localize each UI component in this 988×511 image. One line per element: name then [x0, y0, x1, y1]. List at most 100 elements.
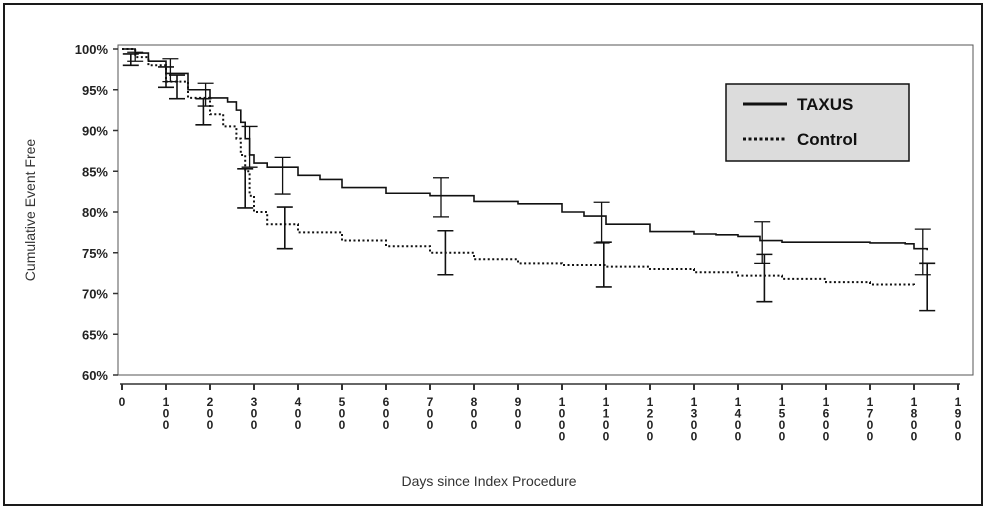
error-bar [754, 221, 771, 264]
x-tick-label-digit: 0 [911, 418, 918, 432]
error-bar [756, 253, 773, 303]
x-tick-label-digit: 0 [471, 418, 478, 432]
x-tick-label-digit: 0 [559, 418, 566, 432]
y-tick-label: 100% [75, 42, 109, 57]
x-tick-label-digit: 0 [823, 430, 830, 444]
x-tick-label-digit: 0 [163, 418, 170, 432]
x-tick-label-digit: 1 [823, 395, 830, 409]
y-tick-label: 90% [82, 124, 108, 139]
x-tick-label-digit: 0 [515, 407, 522, 421]
x-tick-label-digit: 0 [911, 430, 918, 444]
x-tick-label-digit: 0 [559, 430, 566, 444]
x-tick-label-digit: 0 [691, 418, 698, 432]
x-tick-label-digit: 1 [603, 407, 610, 421]
x-tick-label-digit: 0 [691, 430, 698, 444]
x-tick-label-digit: 0 [867, 418, 874, 432]
x-tick-label-digit: 0 [339, 407, 346, 421]
error-bar [162, 58, 179, 83]
error-bar [197, 82, 214, 107]
x-tick-label-digit: 1 [603, 395, 610, 409]
x-tick-label-digit: 0 [647, 430, 654, 444]
x-tick-label-digit: 0 [735, 418, 742, 432]
x-tick-label-digit: 0 [867, 430, 874, 444]
x-tick-label-digit: 0 [251, 407, 258, 421]
y-tick-label: 95% [82, 83, 108, 98]
x-tick-label-digit: 1 [735, 395, 742, 409]
x-tick-label-digit: 0 [383, 418, 390, 432]
x-tick-label-digit: 8 [471, 395, 478, 409]
legend-box [725, 83, 910, 162]
x-tick-label-digit: 0 [163, 407, 170, 421]
x-tick-label-digit: 0 [207, 407, 214, 421]
x-tick-label-digit: 8 [911, 407, 918, 421]
error-bar [237, 168, 254, 209]
error-bar [919, 262, 936, 312]
x-tick-label-digit: 1 [647, 395, 654, 409]
x-tick-label-digit: 1 [779, 395, 786, 409]
y-tick-label: 80% [82, 205, 108, 220]
y-tick-label: 70% [82, 287, 108, 302]
x-tick-label-digit: 1 [911, 395, 918, 409]
x-tick-label-digit: 0 [955, 430, 962, 444]
x-tick-label-digit: 3 [691, 407, 698, 421]
x-tick-label-digit: 1 [867, 395, 874, 409]
x-tick-label: 0 [119, 395, 126, 409]
error-bar [241, 125, 258, 168]
legend-label-taxus: TAXUS [797, 95, 853, 114]
error-bar [274, 156, 291, 195]
x-tick-label-digit: 0 [603, 418, 610, 432]
x-tick-label-digit: 4 [735, 407, 742, 421]
x-tick-label-digit: 0 [735, 430, 742, 444]
error-bar [437, 229, 454, 276]
x-tick-label-digit: 0 [427, 418, 434, 432]
x-tick-label-digit: 0 [559, 407, 566, 421]
series-line-taxus [122, 48, 928, 251]
error-bar [595, 241, 612, 288]
x-tick-label-digit: 0 [779, 418, 786, 432]
x-tick-label-digit: 1 [691, 395, 698, 409]
x-tick-label-digit: 0 [383, 407, 390, 421]
chart-frame: 60% 65% 70% 75% 80% 85% 90% 95% 100% 0 1 0 0 2 0 0 3 0 0 4 0… [3, 3, 983, 506]
x-tick-label-digit: 0 [955, 418, 962, 432]
x-tick-label-digit: 7 [427, 395, 434, 409]
x-tick-label-digit: 0 [295, 407, 302, 421]
series-line-control [122, 48, 915, 287]
x-tick-label-digit: 5 [339, 395, 346, 409]
survival-chart: 60%65%70%75%80%85%90%95%100%0 1 0 02 0 03 0 04 0… [22, 42, 974, 489]
x-tick-label-digit: 3 [251, 395, 258, 409]
error-bar [433, 177, 449, 218]
x-tick-label-digit: 0 [603, 430, 610, 444]
legend-label-control: Control [797, 130, 857, 149]
x-tick-label-digit: 2 [207, 395, 214, 409]
y-tick-label: 85% [82, 164, 108, 179]
y-axis-title: Cumulative Event Free [22, 139, 38, 282]
x-tick-label-digit: 7 [867, 407, 874, 421]
x-tick-label-digit: 0 [823, 418, 830, 432]
x-tick-label-digit: 5 [779, 407, 786, 421]
x-tick-label-digit: 4 [295, 395, 302, 409]
x-tick-label-digit: 0 [471, 407, 478, 421]
y-tick-label: 60% [82, 368, 108, 383]
y-tick-label: 65% [82, 327, 108, 342]
x-tick-label-digit: 1 [163, 395, 170, 409]
x-tick-label-digit: 0 [207, 418, 214, 432]
x-tick-label-digit: 0 [251, 418, 258, 432]
error-bar [593, 201, 610, 244]
x-tick-label-digit: 6 [823, 407, 830, 421]
x-tick-label-digit: 6 [383, 395, 390, 409]
x-tick-label-digit: 0 [339, 418, 346, 432]
